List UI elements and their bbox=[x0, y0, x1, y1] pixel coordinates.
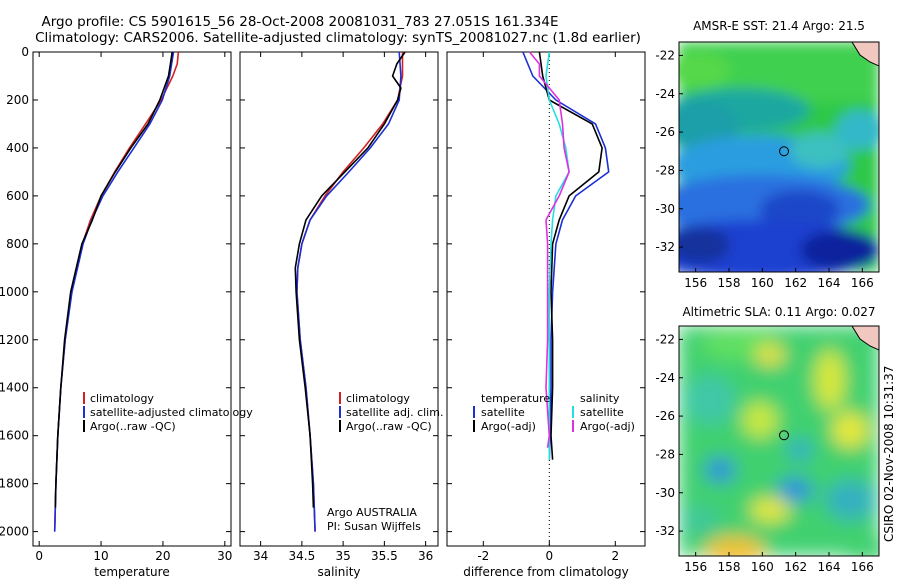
y-tick-label: -22 bbox=[655, 48, 675, 62]
x-tick-label: 160 bbox=[751, 276, 774, 290]
series-line-temperature-argo-adj- bbox=[538, 51, 603, 460]
x-tick-label: 156 bbox=[684, 560, 707, 574]
x-tick-label: 10 bbox=[93, 549, 108, 563]
legend-label-argo: Argo(..raw -QC) bbox=[90, 420, 176, 433]
x-tick-label: 164 bbox=[818, 560, 841, 574]
series-line-salinity-argo-adj- bbox=[528, 51, 570, 448]
series-line-temperature-satellite bbox=[522, 51, 610, 460]
x-tick-label: 34.5 bbox=[289, 549, 316, 563]
timestamp-stamp: CSIRO 02-Nov-2008 10:31:37 bbox=[882, 366, 896, 542]
argo-location-marker bbox=[779, 430, 789, 441]
y-tick-label: -26 bbox=[655, 125, 675, 139]
x-tick-label: -2 bbox=[477, 549, 489, 563]
x-tick-label: 34 bbox=[253, 549, 268, 563]
y-tick-label: 1200 bbox=[0, 333, 29, 347]
x-tick-label: 160 bbox=[751, 560, 774, 574]
y-tick-label: 800 bbox=[6, 237, 29, 251]
sla-map-frame bbox=[678, 325, 880, 557]
y-tick-label: 1000 bbox=[0, 285, 29, 299]
series-line-satellite-adjusted-climatology bbox=[53, 51, 175, 532]
x-tick-label: 162 bbox=[784, 560, 807, 574]
x-tick-label: 166 bbox=[851, 276, 874, 290]
y-tick-label: -32 bbox=[655, 240, 675, 254]
y-tick-label: -30 bbox=[655, 202, 675, 216]
difference-panel: -2 0 2 difference from climatology bbox=[446, 51, 646, 579]
y-tick-label: -28 bbox=[655, 447, 675, 461]
institution-label: Argo AUSTRALIA bbox=[327, 506, 417, 519]
sst-field bbox=[679, 42, 879, 272]
figure-title-line1: Argo profile: CS 5901615_56 28-Oct-2008 … bbox=[41, 14, 558, 30]
sla-map: Altimetric SLA: 0.11 Argo: 0.027 bbox=[655, 305, 880, 574]
y-tick-label: -22 bbox=[655, 332, 675, 346]
coastline bbox=[851, 326, 879, 351]
x-tick-label: 0 bbox=[35, 549, 43, 563]
sla-field bbox=[679, 326, 879, 556]
x-tick-label: 156 bbox=[684, 276, 707, 290]
y-tick-label: -24 bbox=[655, 87, 675, 101]
salinity-legend: climatology satellite adj. clim. Argo(..… bbox=[327, 392, 443, 533]
argo-location-marker bbox=[779, 146, 789, 157]
x-tick-label: 162 bbox=[784, 276, 807, 290]
coastline bbox=[851, 42, 879, 67]
y-tick-label: -32 bbox=[655, 524, 675, 538]
figure-title-line2: Climatology: CARS2006. Satellite-adjuste… bbox=[35, 30, 641, 46]
pi-label: PI: Susan Wijffels bbox=[327, 520, 421, 533]
x-tick-label: 35.5 bbox=[371, 549, 398, 563]
y-tick-label: -30 bbox=[655, 486, 675, 500]
x-tick-label: 36 bbox=[418, 549, 433, 563]
legend-label-satellite: satellite adj. clim. bbox=[346, 406, 443, 419]
temperature-legend: climatology satellite-adjusted climatolo… bbox=[83, 392, 253, 433]
series-line-salinity-satellite bbox=[545, 51, 570, 460]
temperature-axes-frame bbox=[32, 51, 232, 547]
temperature-panel: 0 10 20 30 temperature 0 200 400 600 800 1000 1200 1… bbox=[0, 45, 232, 579]
legend-label-sal-argo: Argo(-adj) bbox=[580, 420, 635, 433]
sla-map-title: Altimetric SLA: 0.11 Argo: 0.027 bbox=[682, 305, 875, 319]
y-tick-label: 1400 bbox=[0, 381, 29, 395]
x-tick-label: 0 bbox=[545, 549, 553, 563]
x-tick-label: 30 bbox=[217, 549, 232, 563]
x-tick-label: 158 bbox=[718, 276, 741, 290]
salinity-x-axis-label: salinity bbox=[317, 565, 360, 579]
series-line-argo-raw-qc- bbox=[294, 51, 406, 508]
y-tick-label: 200 bbox=[6, 93, 29, 107]
series-line-satellite-adj-clim- bbox=[296, 51, 402, 532]
legend-title-temperature: temperature bbox=[481, 392, 550, 405]
y-tick-label: -24 bbox=[655, 371, 675, 385]
x-tick-label: 164 bbox=[818, 276, 841, 290]
sst-map-frame bbox=[678, 41, 880, 273]
x-tick-label: 35 bbox=[335, 549, 350, 563]
series-line-climatology bbox=[53, 51, 180, 532]
legend-title-salinity: salinity bbox=[580, 392, 620, 405]
y-tick-label: -26 bbox=[655, 409, 675, 423]
y-tick-label: 2000 bbox=[0, 525, 29, 539]
sst-map-title: AMSR-E SST: 21.4 Argo: 21.5 bbox=[693, 19, 865, 33]
y-tick-label: 0 bbox=[21, 45, 29, 59]
x-tick-label: 158 bbox=[718, 560, 741, 574]
x-tick-label: 166 bbox=[851, 560, 874, 574]
difference-axes-frame bbox=[446, 51, 646, 547]
legend-label-temp-satellite: satellite bbox=[481, 406, 525, 419]
legend-label-satellite: satellite-adjusted climatology bbox=[90, 406, 253, 419]
legend-label-argo: Argo(..raw -QC) bbox=[346, 420, 432, 433]
sst-map: AMSR-E SST: 21.4 Argo: 21.5 156 158 160 1 bbox=[655, 19, 880, 290]
legend-label-sal-satellite: satellite bbox=[580, 406, 624, 419]
y-tick-label: 400 bbox=[6, 141, 29, 155]
difference-x-axis-label: difference from climatology bbox=[463, 565, 629, 579]
y-tick-label: 600 bbox=[6, 189, 29, 203]
series-line-climatology bbox=[296, 52, 404, 532]
y-tick-label: 1600 bbox=[0, 429, 29, 443]
series-line-argo-raw-qc- bbox=[54, 51, 173, 508]
salinity-panel: 34 34.5 35 35.5 36 salinity bbox=[239, 51, 439, 579]
x-tick-label: 2 bbox=[611, 549, 619, 563]
difference-legend: temperature satellite Argo(-adj) salinit… bbox=[473, 392, 635, 433]
x-tick-label: 20 bbox=[155, 549, 170, 563]
legend-label-temp-argo: Argo(-adj) bbox=[481, 420, 536, 433]
legend-label-climatology: climatology bbox=[90, 392, 154, 405]
salinity-axes-frame bbox=[239, 51, 439, 547]
temperature-x-axis-label: temperature bbox=[94, 565, 169, 579]
y-tick-label: -28 bbox=[655, 163, 675, 177]
legend-label-climatology: climatology bbox=[346, 392, 410, 405]
y-tick-label: 1800 bbox=[0, 477, 29, 491]
